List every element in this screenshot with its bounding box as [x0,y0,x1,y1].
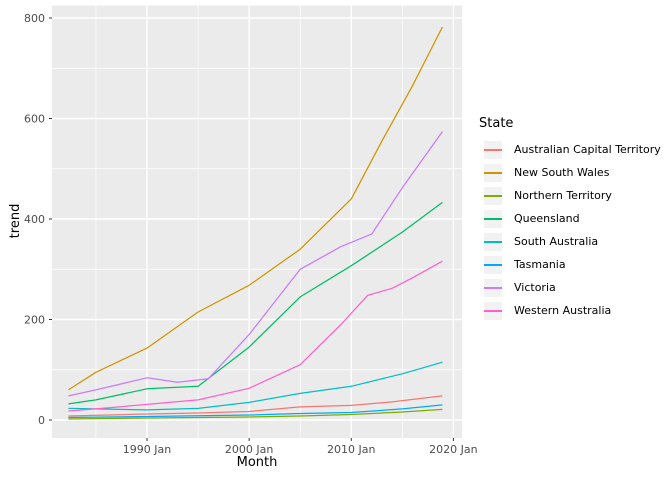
legend-key-line-icon [484,194,502,198]
y-tick-label: 400 [24,213,45,226]
legend-key-swatch [484,164,502,182]
legend-key-swatch [484,187,502,205]
x-tick-label: 1990 Jan [123,443,171,456]
legend-key-swatch [484,256,502,274]
legend-key-swatch [484,279,502,297]
legend-item-label: Australian Capital Territory [514,143,661,156]
legend-item: Northern Territory [484,187,661,205]
y-tick-label: 0 [38,414,45,427]
legend-item: Tasmania [484,256,661,274]
legend-item-label: Queensland [514,212,580,225]
legend-item: South Australia [484,233,661,251]
legend-item-label: Victoria [514,281,556,294]
legend-item-label: Tasmania [514,258,566,271]
series-lines [68,26,443,420]
legend-item-label: New South Wales [514,166,610,179]
legend-key-line-icon [484,217,502,221]
legend-key-swatch [484,302,502,320]
legend-item: Queensland [484,210,661,228]
plot-panel [52,5,462,438]
legend-key-line-icon [484,148,502,152]
legend-item-label: Western Australia [514,304,612,317]
series-line-western-australia [68,260,443,412]
legend-key-swatch [484,141,502,159]
x-tick-label: 2020 Jan [429,443,477,456]
legend-key-line-icon [484,309,502,313]
legend-items: Australian Capital Territory New South Wa… [479,141,661,320]
legend-key-swatch [484,233,502,251]
legend-key-line-icon [484,240,502,244]
legend-title: State [479,116,514,131]
legend-item-label: Northern Territory [514,189,612,202]
legend-item: Australian Capital Territory [484,141,661,159]
axes: 0 200 400 600 800 1990 Jan 2000 Jan 2010 Jan 202… [24,12,478,456]
legend-key-line-icon [484,263,502,267]
y-tick-label: 600 [24,113,45,126]
series-line-northern-territory [68,408,443,420]
x-tick-label: 2010 Jan [327,443,375,456]
legend-item: New South Wales [484,164,661,182]
y-tick-label: 800 [24,12,45,25]
y-axis-title: trend [8,204,23,239]
legend-item-label: South Australia [514,235,599,248]
series-line-australian-capital-territory [68,395,443,417]
legend: State Australian Capital Territory New So… [479,116,661,325]
legend-key-line-icon [484,171,502,175]
y-tick-label: 200 [24,314,45,327]
legend-key-swatch [484,210,502,228]
x-tick-label: 2000 Jan [225,443,273,456]
x-axis-title: Month [237,455,278,470]
series-line-new-south-wales [68,26,443,391]
panel-background [52,5,462,438]
series-line-queensland [68,201,443,405]
series-line-south-australia [68,361,443,411]
series-line-tasmania [68,404,443,419]
legend-key-line-icon [484,286,502,290]
legend-item: Western Australia [484,302,661,320]
series-line-victoria [68,131,443,397]
legend-item: Victoria [484,279,661,297]
